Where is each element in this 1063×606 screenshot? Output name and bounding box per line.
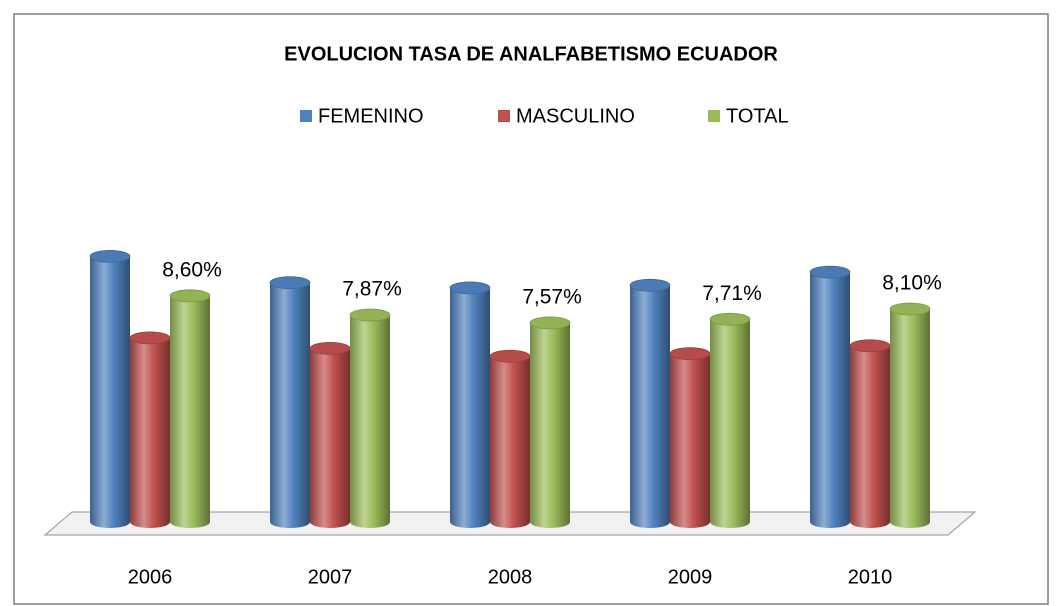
x-tick-label: 2006: [128, 566, 173, 588]
bar: [809, 265, 851, 528]
data-label: 7,87%: [342, 278, 402, 301]
bar-body: [310, 348, 350, 528]
bar: [89, 249, 131, 528]
bar-cap: [309, 342, 351, 355]
x-tick-label: 2009: [668, 566, 713, 588]
bar-cap: [709, 312, 751, 326]
bar-cap: [129, 331, 171, 345]
bar-cap: [849, 339, 891, 353]
bar: [129, 331, 171, 528]
bar-body: [270, 282, 310, 528]
legend-swatch: [300, 110, 312, 122]
data-label: 7,57%: [522, 285, 582, 308]
bar: [269, 276, 311, 528]
data-label: 8,60%: [162, 258, 222, 281]
bar-body: [90, 256, 130, 528]
bar-body: [630, 285, 670, 528]
bar: [889, 302, 931, 528]
legend-swatch: [708, 110, 720, 122]
legend-label: FEMENINO: [318, 105, 424, 127]
chart-title: EVOLUCION TASA DE ANALFABETISMO ECUADOR: [284, 43, 778, 65]
bar-cap: [89, 249, 131, 263]
bar-body: [890, 308, 930, 528]
legend-label: MASCULINO: [516, 105, 635, 127]
bar-body: [450, 287, 490, 528]
bar-cap: [449, 281, 491, 295]
bar: [629, 278, 671, 528]
bar-body: [810, 272, 850, 528]
bar: [349, 308, 391, 528]
bar: [309, 342, 351, 528]
bar-body: [670, 353, 710, 528]
bar-body: [350, 315, 390, 528]
bar-cap: [669, 347, 711, 361]
bar-body: [130, 337, 170, 528]
legend-swatch: [498, 110, 510, 122]
data-label: 8,10%: [882, 272, 942, 295]
bar: [669, 347, 711, 528]
bar-cap: [169, 289, 211, 303]
bar: [169, 289, 211, 528]
bar: [489, 349, 531, 528]
bar-cap: [809, 265, 851, 279]
bar-cap: [889, 302, 931, 316]
bar: [849, 339, 891, 528]
bar-body: [170, 295, 210, 528]
bar-cap: [629, 278, 671, 292]
x-tick-label: 2007: [308, 566, 353, 588]
bar-body: [530, 322, 570, 528]
data-label: 7,71%: [702, 282, 762, 305]
legend-label: TOTAL: [726, 105, 789, 127]
bar-cap: [349, 308, 391, 322]
bar-body: [490, 356, 530, 528]
bar: [709, 312, 751, 528]
x-tick-label: 2010: [848, 566, 893, 588]
x-tick-label: 2008: [488, 566, 533, 588]
bar-cap: [489, 349, 531, 363]
bar: [529, 316, 571, 528]
bar-body: [850, 345, 890, 528]
bar-cap: [529, 316, 571, 330]
bar-body: [710, 319, 750, 528]
bar: [449, 281, 491, 528]
bar-cap: [269, 276, 311, 290]
